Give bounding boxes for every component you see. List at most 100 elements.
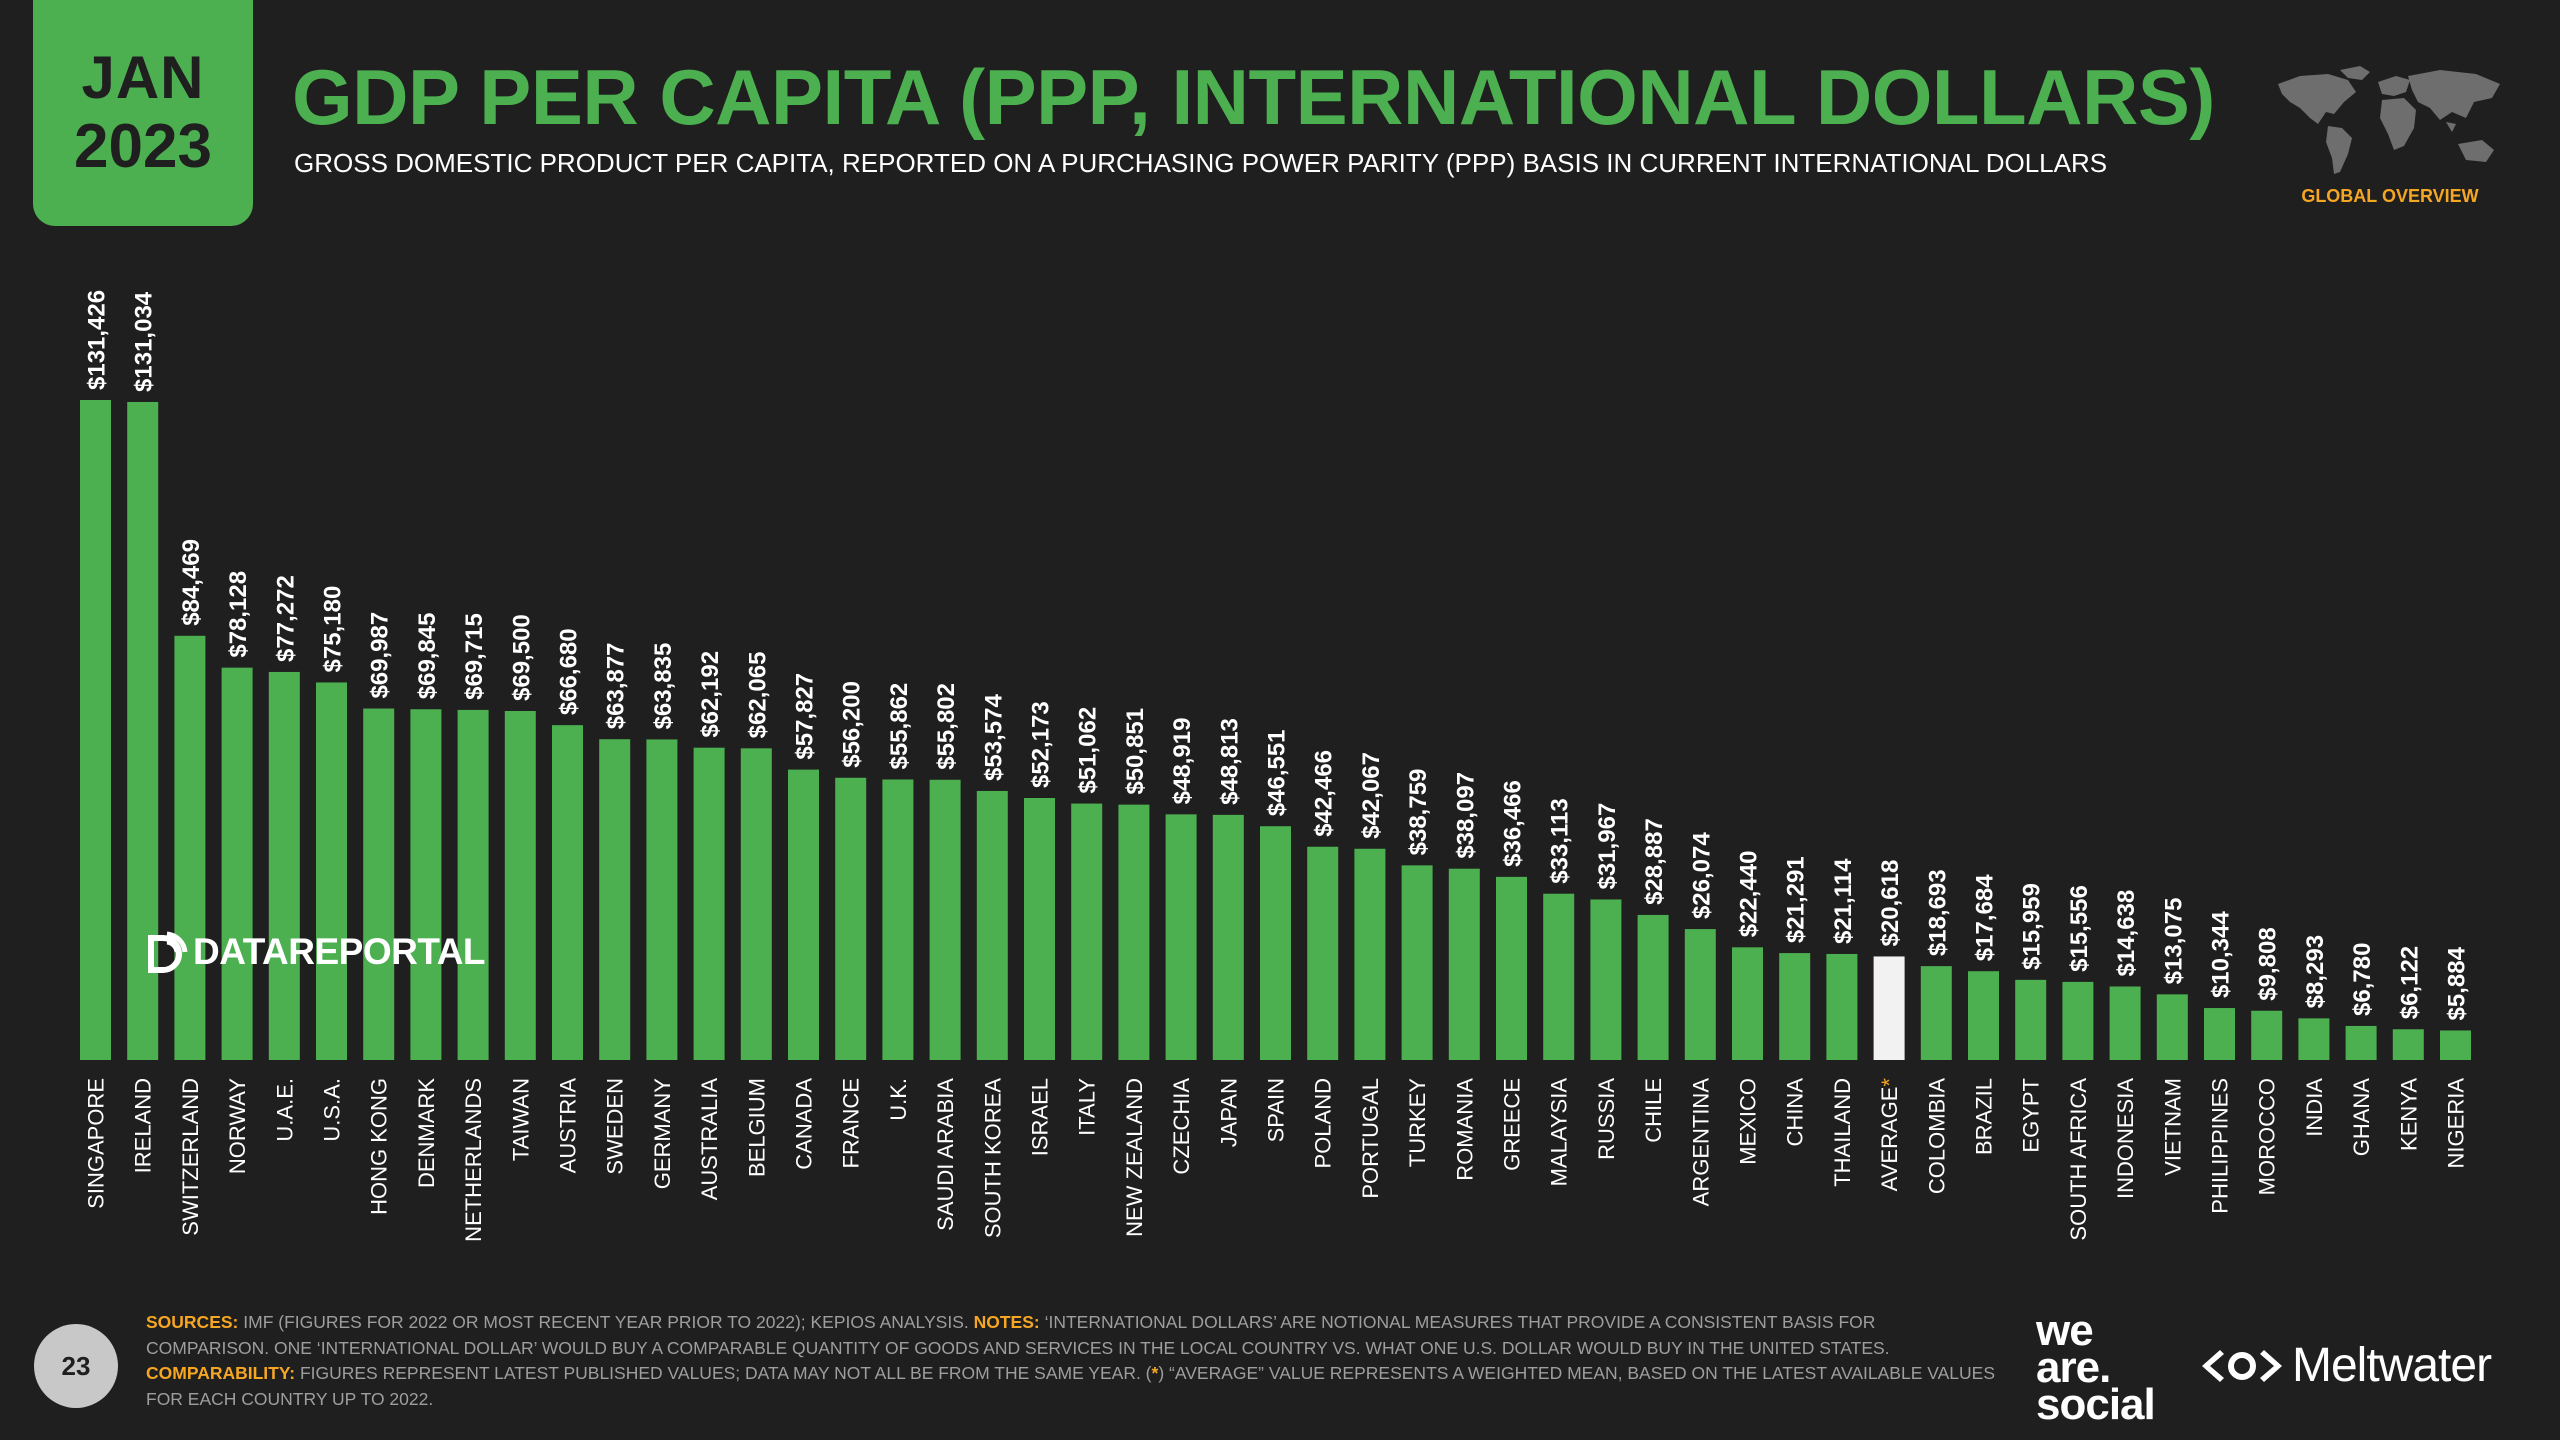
- category-label-austria: AUSTRIA: [556, 1078, 581, 1174]
- category-label-kenya: KENYA: [2396, 1078, 2421, 1151]
- meltwater-icon: [2202, 1349, 2282, 1382]
- bar-norway: [221, 667, 253, 1060]
- bar-australia: [693, 747, 725, 1060]
- date-year: 2023: [74, 112, 212, 181]
- we-are-social-logo: we are. social: [2036, 1306, 2156, 1429]
- bar-belgium: [740, 748, 772, 1060]
- page-number: 23: [34, 1324, 118, 1408]
- value-label-canada: $57,827: [792, 673, 819, 760]
- value-label-kenya: $6,122: [2396, 946, 2423, 1019]
- category-label-israel: ISRAEL: [1028, 1078, 1053, 1156]
- category-label-canada: CANADA: [792, 1078, 817, 1170]
- bar-morocco: [2251, 1010, 2283, 1060]
- value-label-malaysia: $33,113: [1547, 798, 1574, 883]
- category-label-ireland: IRELAND: [131, 1078, 156, 1173]
- datareportal-text: DATAREPORTAL: [193, 931, 486, 972]
- date-month: JAN: [81, 44, 205, 111]
- category-label-italy: ITALY: [1075, 1078, 1100, 1136]
- category-label-indonesia: INDONESIA: [2113, 1078, 2138, 1199]
- wearesocial-line-2: are.: [2036, 1343, 2111, 1392]
- bar-colombia: [1920, 966, 1952, 1060]
- category-label-malaysia: MALAYSIA: [1547, 1078, 1572, 1187]
- bar-sweden: [599, 739, 631, 1060]
- notes-text: ‘INTERNATIONAL DOLLARS’ ARE NOTIONAL MEA…: [146, 1312, 1890, 1358]
- value-label-israel: $52,173: [1028, 701, 1055, 788]
- bar-india: [2298, 1018, 2330, 1060]
- value-label-brazil: $17,684: [1972, 874, 1999, 961]
- category-label-poland: POLAND: [1311, 1078, 1336, 1168]
- category-label-brazil: BRAZIL: [1972, 1078, 1997, 1155]
- category-label-average: AVERAGE*: [1877, 1078, 1902, 1192]
- datareportal-icon: [148, 931, 188, 973]
- category-label-romania: ROMANIA: [1452, 1078, 1477, 1181]
- bar-canada: [788, 769, 819, 1060]
- value-label-new-zealand: $50,851: [1122, 708, 1149, 795]
- category-label-netherlands: NETHERLANDS: [461, 1078, 486, 1242]
- value-label-germany: $63,835: [650, 643, 677, 730]
- comparability-asterisk: *: [1151, 1363, 1159, 1383]
- date-badge: JAN 2023: [33, 0, 253, 226]
- value-label-france: $56,200: [839, 681, 866, 768]
- category-label-u-k: U.K.: [886, 1078, 911, 1121]
- bar-poland: [1307, 846, 1339, 1060]
- category-label-france: FRANCE: [839, 1078, 864, 1168]
- category-label-turkey: TURKEY: [1405, 1078, 1430, 1168]
- value-label-belgium: $62,065: [744, 652, 771, 739]
- bar-singapore: [80, 400, 111, 1060]
- category-label-india: INDIA: [2302, 1078, 2327, 1137]
- category-label-south-africa: SOUTH AFRICA: [2066, 1078, 2091, 1241]
- bar-saudi-arabia: [929, 779, 961, 1060]
- bar-indonesia: [2109, 986, 2141, 1060]
- value-label-mexico: $22,440: [1736, 851, 1763, 938]
- bar-austria: [552, 725, 583, 1060]
- category-label-belgium: BELGIUM: [744, 1078, 769, 1177]
- bar-thailand: [1826, 953, 1858, 1060]
- value-label-thailand: $21,114: [1830, 858, 1857, 944]
- value-label-denmark: $69,845: [414, 612, 441, 699]
- category-label-taiwan: TAIWAN: [508, 1078, 533, 1161]
- value-label-morocco: $9,808: [2255, 927, 2282, 1000]
- value-label-vietnam: $13,075: [2160, 898, 2187, 985]
- category-label-ghana: GHANA: [2349, 1078, 2374, 1157]
- comparability-text-2: ) “AVERAGE” VALUE REPRESENTS A WEIGHTED …: [146, 1363, 1995, 1409]
- value-label-nigeria: $5,884: [2444, 946, 2471, 1020]
- value-label-philippines: $10,344: [2208, 911, 2235, 998]
- bar-argentina: [1684, 929, 1716, 1060]
- bar-malaysia: [1543, 893, 1575, 1060]
- category-label-spain: SPAIN: [1264, 1078, 1289, 1142]
- bar-russia: [1590, 899, 1622, 1060]
- category-label-argentina: ARGENTINA: [1688, 1078, 1713, 1207]
- section-label: GLOBAL OVERVIEW: [2301, 186, 2479, 206]
- world-map-icon: [2278, 66, 2500, 174]
- sources-text: IMF (FIGURES FOR 2022 OR MOST RECENT YEA…: [243, 1312, 969, 1332]
- value-label-portugal: $42,067: [1358, 752, 1385, 839]
- bar-south-africa: [2062, 981, 2094, 1060]
- category-label-u-s-a: U.S.A.: [320, 1078, 345, 1142]
- value-label-chile: $28,887: [1641, 818, 1668, 905]
- category-label-vietnam: VIETNAM: [2160, 1078, 2185, 1176]
- value-label-egypt: $15,959: [2019, 883, 2046, 970]
- category-label-mexico: MEXICO: [1736, 1078, 1761, 1165]
- value-label-argentina: $26,074: [1688, 832, 1715, 919]
- bar-italy: [1071, 803, 1103, 1060]
- bar-egypt: [2015, 979, 2047, 1060]
- value-label-india: $8,293: [2302, 935, 2329, 1008]
- bar-mexico: [1732, 947, 1763, 1060]
- category-label-philippines: PHILIPPINES: [2208, 1078, 2233, 1214]
- bar-switzerland: [174, 635, 206, 1060]
- value-label-netherlands: $69,715: [461, 613, 488, 700]
- comparability-text-1: FIGURES REPRESENT LATEST PUBLISHED VALUE…: [299, 1363, 1152, 1383]
- value-label-norway: $78,128: [225, 571, 252, 658]
- category-label-china: CHINA: [1783, 1078, 1808, 1147]
- wearesocial-line-1: we: [2036, 1306, 2094, 1355]
- bar-taiwan: [504, 710, 536, 1060]
- category-label-switzerland: SWITZERLAND: [178, 1078, 203, 1236]
- category-label-saudi-arabia: SAUDI ARABIA: [933, 1078, 958, 1231]
- bar-netherlands: [457, 709, 489, 1060]
- value-label-ireland: $131,034: [131, 291, 158, 392]
- category-label-new-zealand: NEW ZEALAND: [1122, 1078, 1147, 1237]
- page-title: GDP PER CAPITA (PPP, INTERNATIONAL DOLLA…: [292, 53, 2215, 141]
- value-label-romania: $38,097: [1452, 772, 1479, 859]
- wearesocial-line-3: social: [2036, 1380, 2156, 1429]
